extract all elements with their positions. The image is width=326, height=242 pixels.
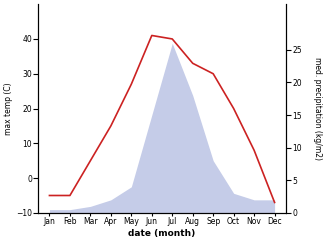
Y-axis label: med. precipitation (kg/m2): med. precipitation (kg/m2) bbox=[313, 57, 322, 160]
X-axis label: date (month): date (month) bbox=[128, 229, 196, 238]
Y-axis label: max temp (C): max temp (C) bbox=[4, 82, 13, 135]
